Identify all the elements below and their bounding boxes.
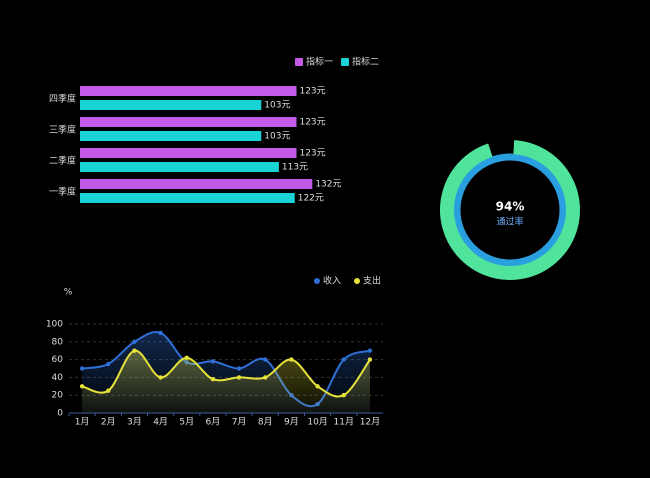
- y-tick-label: 60: [52, 355, 64, 365]
- x-tick-label: 10月: [307, 417, 327, 428]
- x-tick-label: 8月: [258, 417, 273, 428]
- value-label: 103元: [264, 132, 290, 142]
- y-tick-label: 四季度: [49, 93, 76, 105]
- bar: [80, 193, 295, 203]
- x-tick-label: 11月: [334, 417, 354, 428]
- value-label: 103元: [264, 101, 290, 111]
- legend-label: 指标一: [306, 56, 333, 68]
- y-tick-label: 一季度: [49, 186, 76, 198]
- line: [81, 349, 371, 398]
- point: [132, 348, 137, 353]
- y-tick-label: 二季度: [49, 155, 76, 167]
- point: [184, 355, 189, 361]
- y-tick-label: 0: [57, 409, 63, 419]
- y-axis-label: %: [64, 288, 73, 298]
- x-tick-label: 5月: [179, 417, 194, 428]
- point: [210, 376, 216, 382]
- legend-swatch: [354, 278, 360, 284]
- point: [106, 361, 111, 367]
- x-tick-label: 4月: [153, 417, 168, 428]
- x-tick-label: 12月: [360, 417, 380, 428]
- value-label: 113元: [282, 163, 308, 173]
- bar: [80, 117, 297, 127]
- x-tick-label: 9月: [284, 417, 299, 428]
- point: [79, 384, 85, 389]
- point: [263, 375, 268, 380]
- y-tick-label: 20: [52, 391, 64, 401]
- point: [158, 330, 163, 336]
- legend-swatch: [314, 278, 320, 284]
- x-tick-label: 6月: [206, 417, 221, 428]
- point: [210, 359, 216, 364]
- value-label: 122元: [298, 194, 324, 204]
- x-tick-label: 7月: [232, 417, 247, 428]
- point: [106, 388, 111, 393]
- value-label: 132元: [315, 180, 341, 190]
- y-tick-label: 三季度: [49, 124, 76, 136]
- gauge-value: 94%: [496, 200, 525, 214]
- point: [236, 375, 242, 380]
- point: [132, 339, 137, 344]
- bar: [80, 179, 313, 189]
- legend-swatch: [341, 58, 349, 66]
- gauge-label: 通过率: [496, 216, 523, 228]
- y-tick-label: 40: [52, 373, 64, 383]
- bar: [80, 86, 297, 96]
- point: [341, 393, 346, 398]
- value-label: 123元: [299, 149, 325, 159]
- legend-label: 支出: [363, 275, 381, 287]
- point: [236, 366, 242, 371]
- legend-label: 收入: [323, 275, 341, 287]
- point: [289, 357, 294, 362]
- y-tick-label: 100: [46, 320, 63, 330]
- gauge-arc: [440, 140, 580, 280]
- x-tick-label: 2月: [101, 417, 116, 428]
- legend-swatch: [295, 58, 303, 66]
- point: [263, 357, 268, 362]
- point: [315, 384, 320, 389]
- value-label: 123元: [299, 118, 325, 128]
- bar: [80, 148, 297, 158]
- point: [341, 357, 346, 362]
- point: [79, 366, 85, 371]
- y-tick-label: 80: [52, 337, 64, 347]
- point: [158, 375, 163, 380]
- gauge-track: [453, 153, 567, 267]
- x-tick-label: 1月: [75, 417, 90, 428]
- bar: [80, 162, 279, 172]
- bar: [80, 100, 262, 110]
- legend-label: 指标二: [352, 56, 379, 68]
- value-label: 123元: [299, 87, 325, 97]
- bar: [80, 131, 262, 141]
- x-tick-label: 3月: [127, 417, 142, 428]
- point: [367, 348, 373, 353]
- point: [367, 357, 373, 362]
- area: [82, 350, 370, 413]
